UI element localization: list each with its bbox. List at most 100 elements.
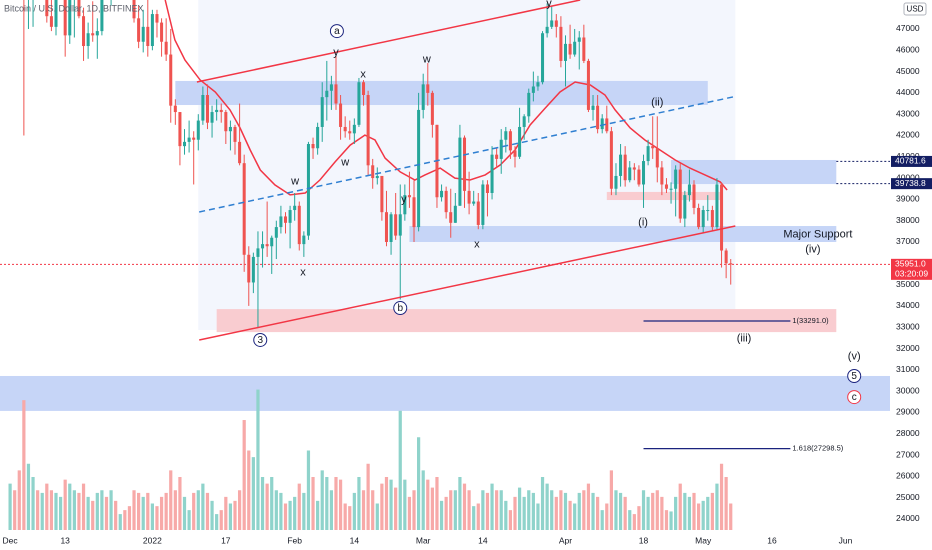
wave-label: (iv)	[805, 243, 820, 255]
wave-circle	[329, 24, 344, 39]
volume-bar	[137, 492, 141, 530]
candle-body	[178, 112, 182, 147]
volume-bar	[591, 492, 595, 530]
volume-bar	[435, 477, 439, 530]
volume-bar	[329, 490, 334, 530]
candle-body	[692, 184, 696, 208]
wave-label: x	[474, 238, 480, 250]
candle-body	[467, 190, 471, 204]
zone	[0, 375, 890, 411]
x-tick-label: May	[695, 535, 712, 545]
candle-body	[485, 184, 489, 193]
candle-body	[146, 26, 150, 47]
candle-body	[137, 18, 141, 42]
volume-bar	[242, 420, 246, 530]
volume-bar	[403, 479, 407, 530]
volume-bar	[632, 514, 636, 530]
candle-body	[82, 16, 86, 47]
y-tick-label: 34000	[896, 300, 920, 310]
candle-body	[316, 126, 320, 149]
y-tick-label: 29000	[896, 407, 920, 417]
volume-bar	[426, 479, 430, 530]
volume-bar	[219, 510, 223, 530]
candle-body	[187, 137, 191, 142]
fib-label: 1(33291.0)	[792, 316, 829, 325]
volume-bar	[398, 410, 402, 530]
volume-bar	[54, 492, 58, 530]
candle-body	[371, 165, 375, 179]
wave-label: (v)	[848, 350, 861, 362]
volume-bar	[302, 492, 306, 530]
wave-circle	[253, 332, 268, 347]
price-label: 40781.6	[895, 156, 926, 166]
price-label: 35951.0	[895, 259, 926, 269]
candle-body	[238, 141, 242, 164]
candle-body	[348, 131, 352, 134]
zone	[198, 0, 736, 330]
candle-body	[160, 22, 164, 42]
candle-body	[265, 244, 269, 247]
wave-label: Major Support	[783, 228, 852, 240]
wave-label: w	[290, 175, 299, 187]
volume-bar	[453, 490, 457, 530]
volume-bar	[701, 500, 705, 530]
candle-body	[527, 92, 531, 117]
volume-bar	[476, 503, 480, 530]
volume-bar	[237, 490, 242, 530]
candle-body	[362, 82, 366, 96]
candle-body	[664, 184, 668, 189]
volume-bar	[371, 490, 375, 530]
volume-bar	[706, 496, 710, 530]
volume-bar	[320, 470, 324, 530]
volume-bar	[674, 496, 678, 530]
volume-bar	[114, 500, 118, 530]
volume-bar	[394, 487, 398, 530]
candle-body	[687, 184, 691, 196]
volume-bar	[389, 479, 393, 530]
candle-body	[623, 154, 627, 181]
volume-bar	[472, 506, 476, 530]
candle-body	[274, 227, 278, 238]
price-label: 39738.8	[895, 178, 926, 188]
volume-bar	[127, 506, 132, 530]
volume-bar	[31, 477, 35, 530]
volume-bar	[655, 490, 659, 530]
candle-body	[614, 175, 618, 189]
candle-body	[720, 184, 724, 251]
volume-bar	[449, 490, 453, 530]
y-tick-label: 37000	[896, 236, 920, 246]
candle-body	[430, 92, 434, 125]
currency[interactable]: USD	[907, 5, 924, 14]
volume-bar	[407, 496, 412, 530]
candle-body	[444, 190, 448, 213]
candle-body	[279, 216, 283, 228]
volume-bar	[251, 457, 255, 530]
volume-bar	[696, 503, 701, 530]
wave-label: y	[546, 0, 552, 9]
currency-badge[interactable]	[903, 2, 927, 16]
candle-body	[655, 148, 659, 168]
wave-label: a	[334, 26, 340, 37]
volume-bar	[485, 492, 490, 530]
volume-bar	[573, 503, 577, 530]
candle-body	[343, 126, 347, 132]
candle-body	[504, 131, 508, 140]
volume-bar	[45, 483, 49, 530]
price-label-box	[891, 178, 932, 190]
wave-label: y	[333, 46, 339, 58]
volume-bar	[58, 496, 63, 530]
candle-body	[49, 16, 53, 27]
candle-body	[141, 26, 145, 42]
candle-body	[242, 163, 246, 255]
volume-bar	[641, 490, 646, 530]
candle-body	[476, 201, 480, 225]
volume-bar	[683, 492, 687, 530]
candle-body	[95, 31, 99, 36]
volume-bar	[628, 510, 632, 530]
volume-bar	[182, 496, 187, 530]
zone	[606, 191, 722, 201]
candle-body	[164, 41, 168, 55]
wave-label: 5	[851, 371, 857, 382]
candle-body	[729, 263, 733, 265]
candle-body	[201, 95, 205, 121]
